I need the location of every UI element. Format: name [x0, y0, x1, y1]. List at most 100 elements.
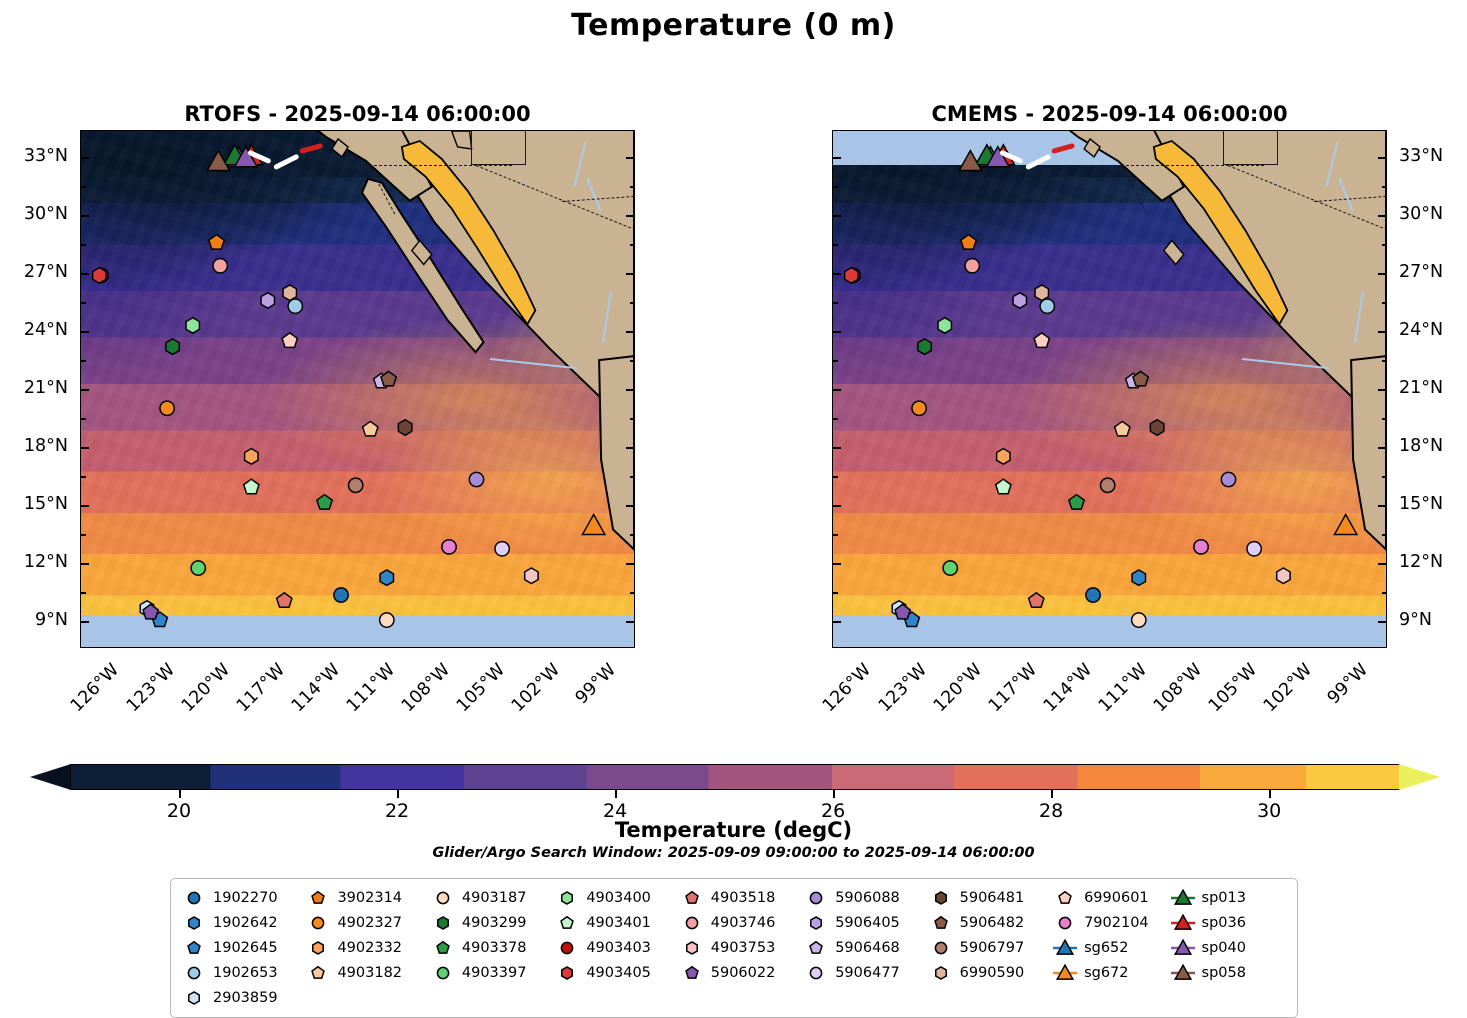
- legend-item-4903753[interactable]: 4903753: [679, 937, 803, 959]
- lat-tick-minor: [629, 302, 634, 304]
- legend-label: 4902332: [337, 940, 403, 956]
- legend-label: 5906468: [835, 940, 900, 956]
- legend-label: 5906477: [835, 965, 900, 981]
- legend-item-3902314[interactable]: 3902314: [305, 887, 429, 909]
- legend-item-5906797[interactable]: 5906797: [928, 937, 1052, 959]
- legend-item-4903397[interactable]: 4903397: [430, 962, 554, 984]
- legend-label: 4903187: [461, 890, 527, 906]
- platform-marker-1902642: [379, 569, 395, 587]
- lat-label: 24°N: [1399, 320, 1444, 340]
- lon-label: 120°W: [929, 660, 986, 717]
- lon-tick-minor: [303, 130, 305, 131]
- platform-marker-1902642: [1131, 569, 1147, 587]
- legend-item-4903405[interactable]: 4903405: [554, 962, 678, 984]
- lat-tick-minor: [833, 360, 838, 362]
- legend-item-sg672[interactable]: sg672: [1052, 962, 1169, 984]
- legend-item-1902653[interactable]: 1902653: [181, 962, 305, 984]
- legend-item-5906088[interactable]: 5906088: [803, 887, 927, 909]
- legend-marker-4903403: [554, 938, 580, 958]
- legend-item-5906022[interactable]: 5906022: [679, 962, 803, 984]
- legend-label: 1902645: [213, 940, 278, 956]
- platform-marker-5906405: [1012, 291, 1028, 310]
- legend-column: 4903400 4903401 4903403 4903405: [554, 887, 678, 1009]
- lon-tick-minor: [247, 647, 249, 648]
- lat-label: 21°N: [1399, 378, 1444, 398]
- platform-marker-4903746: [212, 257, 229, 274]
- lat-tick-minor: [81, 592, 86, 594]
- legend-item-5906481[interactable]: 5906481: [928, 887, 1052, 909]
- lon-tick: [1137, 647, 1139, 648]
- legend-item-6990590[interactable]: 6990590: [928, 962, 1052, 984]
- platform-marker-4903400: [185, 316, 201, 335]
- legend-marker-4903746: [679, 913, 705, 933]
- legend-item-7902104[interactable]: 7902104: [1052, 912, 1169, 934]
- platform-marker-4902332: [995, 447, 1011, 466]
- lat-tick: [81, 621, 89, 623]
- legend-item-2903859[interactable]: 2903859: [181, 987, 305, 1009]
- legend-item-5906405[interactable]: 5906405: [803, 912, 927, 934]
- legend-item-4903403[interactable]: 4903403: [554, 937, 678, 959]
- lat-tick: [81, 215, 89, 217]
- legend-item-4903400[interactable]: 4903400: [554, 887, 678, 909]
- platform-marker-4903397: [942, 560, 959, 576]
- lat-tick: [1378, 447, 1386, 449]
- legend-item-5906468[interactable]: 5906468: [803, 937, 927, 959]
- platform-marker-4902327: [911, 400, 928, 417]
- lat-tick-minor: [629, 534, 634, 536]
- lat-tick-minor: [81, 244, 86, 246]
- platform-marker-4903405: [91, 266, 107, 285]
- legend-label: 4903182: [337, 965, 403, 981]
- legend-item-1902270[interactable]: 1902270: [181, 887, 305, 909]
- platform-marker-sp040: [985, 145, 1011, 168]
- legend-item-4902332[interactable]: 4902332: [305, 937, 429, 959]
- map-frame-rtofs[interactable]: [80, 130, 635, 648]
- colorbar-tick: [397, 790, 399, 798]
- platform-marker-5906481: [397, 418, 413, 437]
- legend-item-5906482[interactable]: 5906482: [928, 912, 1052, 934]
- legend-item-4903299[interactable]: 4903299: [430, 912, 554, 934]
- map-frame-cmems[interactable]: [832, 130, 1387, 648]
- colorbar-body: [70, 764, 1400, 790]
- lat-label: 12°N: [1399, 551, 1444, 572]
- legend-marker-4903397: [430, 963, 456, 983]
- lat-tick-minor: [1381, 360, 1386, 362]
- legend-item-4903401[interactable]: 4903401: [554, 912, 678, 934]
- lat-tick-minor: [833, 418, 838, 420]
- legend-marker-1902270: [181, 888, 207, 908]
- lon-tick-minor: [1275, 130, 1277, 131]
- lon-tick: [220, 130, 222, 131]
- legend-item-sp036[interactable]: sp036: [1170, 912, 1287, 934]
- legend-item-1902645[interactable]: 1902645: [181, 937, 305, 959]
- legend-item-4903746[interactable]: 4903746: [679, 912, 803, 934]
- legend-label: 4903401: [586, 915, 651, 931]
- lat-label: 9°N: [35, 609, 68, 630]
- legend-item-4903182[interactable]: 4903182: [305, 962, 429, 984]
- colorbar-tick-label: 22: [384, 800, 410, 822]
- legend-item-sp040[interactable]: sp040: [1170, 937, 1287, 959]
- lon-tick-minor: [1055, 130, 1057, 131]
- legend-item-4903518[interactable]: 4903518: [679, 887, 803, 909]
- platform-marker-6990601: [1033, 331, 1051, 349]
- lat-label: 27°N: [23, 262, 68, 283]
- legend-item-sp058[interactable]: sp058: [1170, 962, 1287, 984]
- lat-tick: [81, 389, 89, 391]
- lon-tick: [1082, 647, 1084, 648]
- legend-item-4903187[interactable]: 4903187: [430, 887, 554, 909]
- legend-item-5906477[interactable]: 5906477: [803, 962, 927, 984]
- lon-tick: [606, 130, 608, 131]
- legend-label: 4903405: [586, 965, 651, 981]
- lat-tick-minor: [629, 244, 634, 246]
- legend-item-sp013[interactable]: sp013: [1170, 887, 1287, 909]
- legend-item-1902642[interactable]: 1902642: [181, 912, 305, 934]
- legend-marker-5906468: [803, 938, 829, 958]
- lon-tick: [972, 130, 974, 131]
- lon-tick-minor: [578, 130, 580, 131]
- lat-tick: [833, 157, 841, 159]
- map-panel-cmems: CMEMS - 2025-09-14 06:00:00: [832, 102, 1387, 648]
- legend-item-4902327[interactable]: 4902327: [305, 912, 429, 934]
- legend-item-4903378[interactable]: 4903378: [430, 937, 554, 959]
- lon-tick: [1303, 130, 1305, 131]
- legend-item-6990601[interactable]: 6990601: [1052, 887, 1169, 909]
- legend-item-sg652[interactable]: sg652: [1052, 937, 1169, 959]
- colorbar[interactable]: 20 22 24 26 28 30: [30, 764, 1440, 822]
